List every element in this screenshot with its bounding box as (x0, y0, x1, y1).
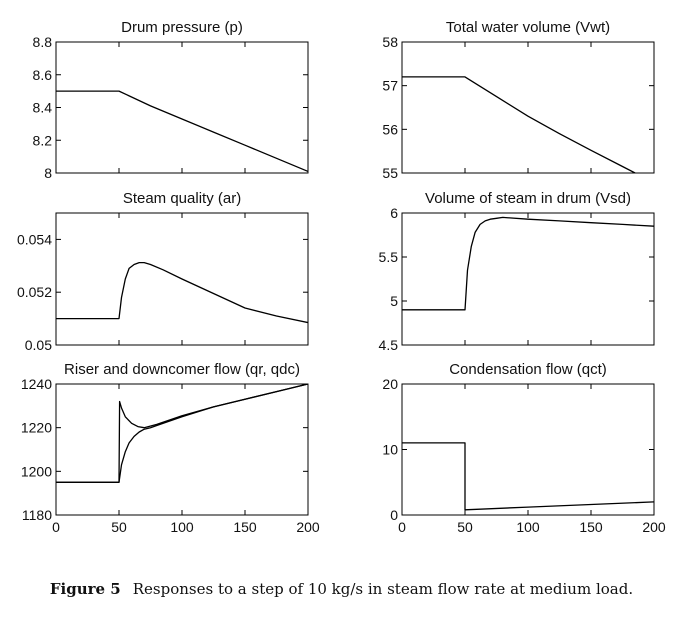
plot-frame (401, 41, 655, 174)
chart-panel-3: Steam quality (ar) 0.05 0.052 0.054 (17, 190, 309, 353)
figure-label: Figure 5 (49, 580, 121, 598)
y-tick-label: 0.05 (25, 337, 52, 353)
x-tick-label: 0 (398, 519, 406, 535)
x-tick-label: 150 (579, 519, 603, 535)
chart-panel-4: Volume of steam in drum (Vsd) 4.5 5 5.5 6 (379, 190, 655, 353)
chart-title: Volume of steam in drum (Vsd) (425, 190, 631, 207)
y-tick-label: 1180 (22, 507, 52, 523)
x-tick-label: 150 (233, 519, 257, 535)
series-line-ar (56, 261, 308, 324)
y-tick-label: 20 (382, 376, 398, 392)
y-tick-label: 1200 (21, 463, 52, 479)
y-tick-label: 1220 (21, 420, 52, 436)
chart-title: Total water volume (Vwt) (446, 19, 610, 36)
x-tick-label: 200 (642, 519, 666, 535)
y-tick-label: 8.2 (33, 132, 53, 148)
chart-panel-5: Riser and downcomer flow (qr, qdc) 1180 12… (21, 361, 320, 535)
chart-title: Riser and downcomer flow (qr, qdc) (64, 361, 300, 378)
x-tick-label: 50 (111, 519, 127, 535)
y-tick-label: 8.6 (33, 67, 53, 83)
chart-title: Steam quality (ar) (123, 190, 241, 207)
plot-frame (401, 383, 655, 516)
plot-frame (401, 212, 655, 346)
figure-caption: Figure 5 Responses to a step of 10 kg/s i… (0, 580, 683, 598)
series-line-p (56, 90, 308, 173)
y-tick-label: 1240 (21, 376, 52, 392)
chart-title: Drum pressure (p) (121, 19, 243, 36)
y-tick-label: 58 (382, 34, 398, 50)
y-tick-label: 8 (44, 165, 52, 181)
series-line-qr (56, 384, 308, 483)
y-tick-label: 4.5 (379, 337, 399, 353)
y-tick-label: 6 (390, 205, 398, 221)
x-tick-label: 200 (296, 519, 320, 535)
y-tick-label: 56 (382, 121, 398, 137)
x-tick-label: 100 (516, 519, 540, 535)
x-tick-label: 100 (170, 519, 194, 535)
figure-panels: Drum pressure (p) 8 8.2 8.4 8.6 8.8 Total wate… (17, 19, 666, 535)
x-tick-label: 0 (52, 519, 60, 535)
y-tick-label: 5 (390, 293, 398, 309)
series-line-qct (402, 442, 654, 511)
y-tick-label: 0.054 (17, 231, 52, 247)
y-tick-label: 8.8 (33, 34, 53, 50)
figure-caption-text: Responses to a step of 10 kg/s in steam … (132, 580, 634, 598)
y-tick-label: 5.5 (379, 249, 399, 265)
series-line-qdc (56, 384, 308, 483)
x-tick-label: 50 (457, 519, 473, 535)
series-line-Vsd (402, 216, 654, 311)
chart-panel-1: Drum pressure (p) 8 8.2 8.4 8.6 8.8 (33, 19, 309, 181)
y-tick-label: 0 (390, 507, 398, 523)
plot-frame (55, 41, 309, 174)
chart-title: Condensation flow (qct) (449, 361, 607, 378)
y-tick-label: 55 (382, 165, 398, 181)
plot-frame (55, 383, 309, 516)
y-tick-label: 0.052 (17, 284, 52, 300)
y-tick-label: 10 (382, 442, 398, 458)
y-tick-label: 8.4 (33, 100, 53, 116)
y-tick-label: 57 (382, 78, 398, 94)
chart-panel-2: Total water volume (Vwt) 55 56 57 58 (382, 19, 655, 181)
series-line-Vwt (402, 76, 636, 173)
